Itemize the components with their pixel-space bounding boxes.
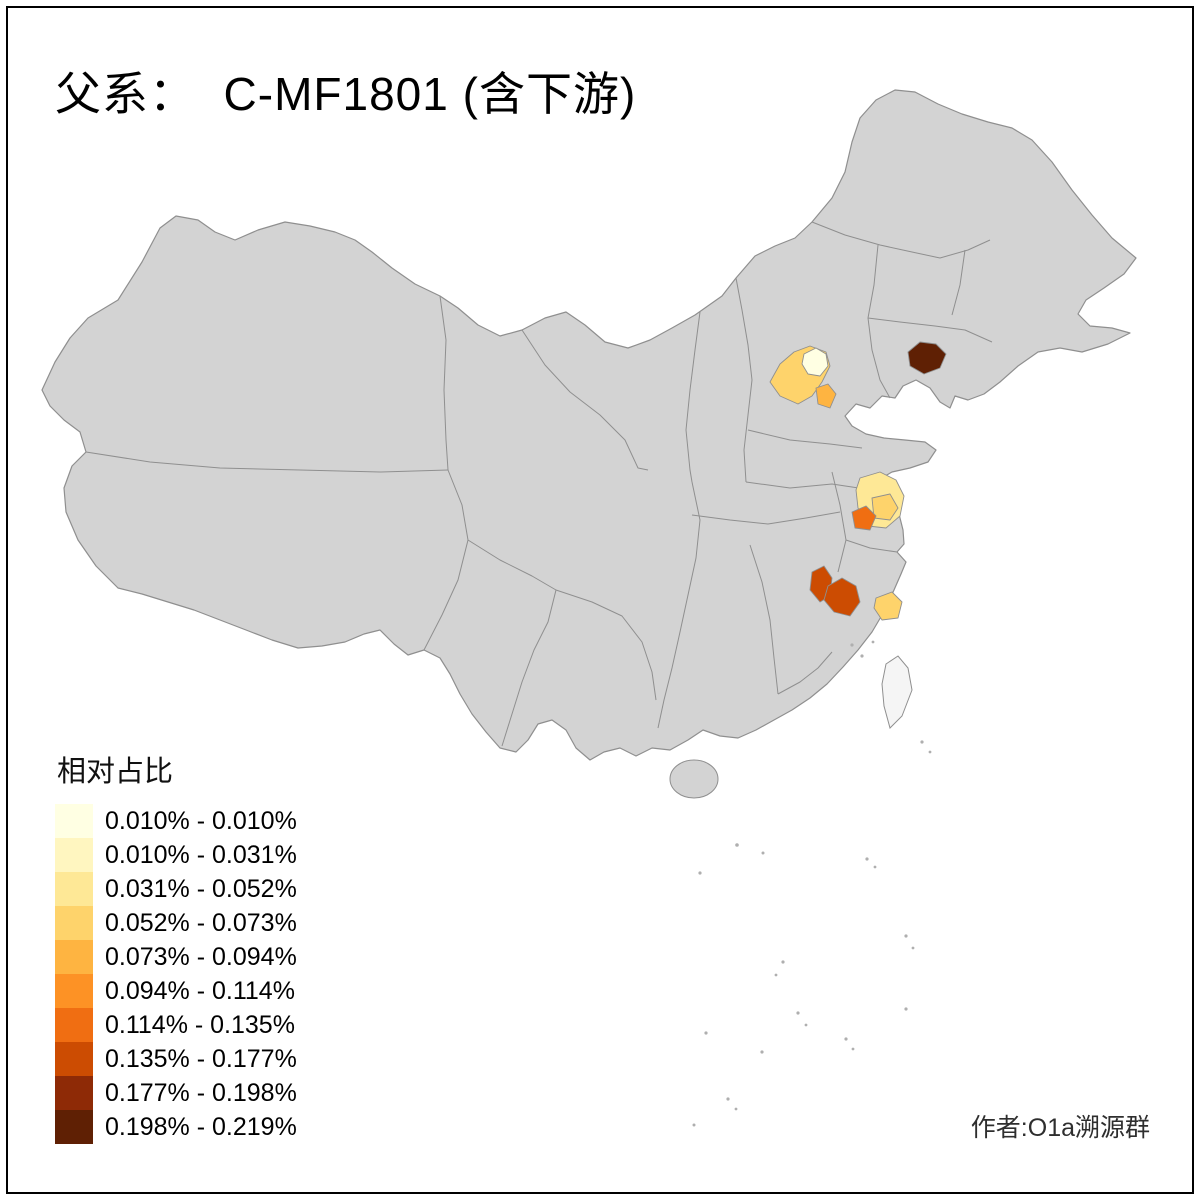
legend-label: 0.177% - 0.198% — [105, 1078, 297, 1107]
highlight-region-jiangsu-southwest — [851, 505, 877, 531]
legend-item: 0.114% - 0.135% — [55, 1008, 297, 1042]
legend-title: 相对占比 — [57, 756, 174, 788]
highlight-region-tianjin — [815, 383, 837, 409]
legend-swatch — [55, 974, 93, 1008]
map-title: 父系： C-MF1801 (含下游) — [55, 68, 637, 120]
province-borders — [85, 221, 993, 747]
legend: 相对占比 0.010% - 0.010% 0.010% - 0.031% 0.0… — [55, 748, 297, 1144]
legend-label: 0.073% - 0.094% — [105, 942, 297, 971]
legend-swatch — [55, 940, 93, 974]
legend-swatch — [55, 804, 93, 838]
south-china-sea-islands — [692, 640, 932, 1127]
mainland-outline — [41, 89, 1137, 761]
legend-swatch — [55, 1008, 93, 1042]
legend-swatch — [55, 838, 93, 872]
legend-item: 0.135% - 0.177% — [55, 1042, 297, 1076]
legend-label: 0.094% - 0.114% — [105, 976, 295, 1005]
legend-label: 0.010% - 0.031% — [105, 840, 297, 869]
highlight-region-beijing — [801, 347, 829, 377]
legend-swatch — [55, 1042, 93, 1076]
legend-item: 0.052% - 0.073% — [55, 906, 297, 940]
legend-label: 0.010% - 0.010% — [105, 806, 297, 835]
legend-item: 0.010% - 0.010% — [55, 804, 297, 838]
legend-item: 0.177% - 0.198% — [55, 1076, 297, 1110]
legend-label: 0.198% - 0.219% — [105, 1112, 297, 1141]
legend-swatch — [55, 1076, 93, 1110]
legend-swatch — [55, 872, 93, 906]
legend-label: 0.135% - 0.177% — [105, 1044, 297, 1073]
legend-item: 0.010% - 0.031% — [55, 838, 297, 872]
taiwan-island — [881, 655, 913, 729]
legend-label: 0.031% - 0.052% — [105, 874, 297, 903]
highlight-region-zhejiang-coast — [873, 591, 903, 621]
highlight-region-liaoning — [907, 341, 947, 375]
legend-item: 0.198% - 0.219% — [55, 1110, 297, 1144]
legend-item: 0.031% - 0.052% — [55, 872, 297, 906]
legend-label: 0.052% - 0.073% — [105, 908, 297, 937]
legend-swatch — [55, 906, 93, 940]
legend-item: 0.094% - 0.114% — [55, 974, 297, 1008]
legend-swatch — [55, 1110, 93, 1144]
legend-label: 0.114% - 0.135% — [105, 1010, 295, 1039]
highlight-region-zhejiang-west — [823, 577, 861, 617]
attribution: 作者:O1a溯源群 — [970, 1114, 1150, 1142]
legend-item: 0.073% - 0.094% — [55, 940, 297, 974]
hainan-island — [669, 759, 719, 799]
